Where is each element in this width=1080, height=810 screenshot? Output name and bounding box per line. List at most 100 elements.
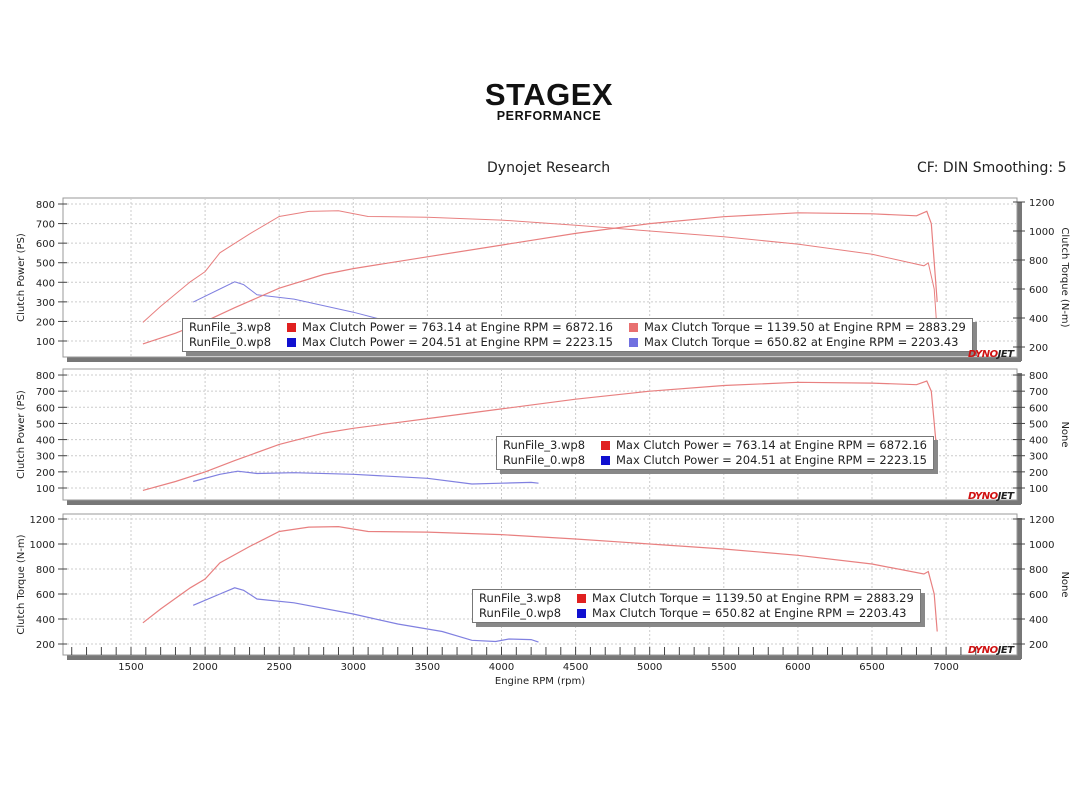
y-axis-label: Clutch Torque (N-m) — [16, 534, 27, 634]
legend-power: Max Clutch Power = 763.14 at Engine RPM … — [302, 320, 613, 334]
y-right-tick-label: 800 — [1029, 371, 1048, 382]
y-tick-label: 200 — [36, 317, 55, 328]
y-right-tick-label: 700 — [1029, 387, 1048, 398]
y-right-tick-label: 200 — [1029, 468, 1048, 479]
y-right-tick-label: 600 — [1029, 285, 1048, 296]
y-right-tick-label: 200 — [1029, 640, 1048, 651]
y-right-tick-label: 400 — [1029, 436, 1048, 447]
y-tick-label: 500 — [36, 259, 55, 270]
legend-power: Max Clutch Power = 763.14 at Engine RPM … — [616, 438, 927, 452]
y-right-axis-label: None — [1059, 421, 1070, 447]
y-tick-label: 600 — [36, 403, 55, 414]
logo-title: STAGEX — [484, 77, 614, 112]
legend-top: RunFile_3.wp8 Max Clutch Power = 763.14 a… — [182, 318, 973, 352]
y-right-tick-label: 1000 — [1029, 227, 1054, 238]
x-tick-label: 2000 — [192, 662, 217, 673]
y-right-tick-label: 800 — [1029, 565, 1048, 576]
stagex-logo: STAGEX PERFORMANCE — [479, 77, 619, 123]
x-tick-label: 7000 — [933, 662, 958, 673]
y-tick-label: 700 — [36, 220, 55, 231]
x-tick-label: 3500 — [415, 662, 440, 673]
y-right-axis-label: None — [1059, 571, 1070, 597]
y-right-tick-label: 400 — [1029, 615, 1048, 626]
y-tick-label: 100 — [36, 337, 55, 348]
legend-file: RunFile_3.wp8 — [503, 438, 586, 452]
legend-row: RunFile_3.wp8 Max Clutch Power = 763.14 a… — [189, 320, 966, 335]
y-right-tick-label: 100 — [1029, 484, 1048, 495]
legend-swatch — [628, 323, 638, 332]
plot-area — [62, 513, 1018, 656]
y-right-tick-label: 400 — [1029, 314, 1048, 325]
y-tick-label: 400 — [36, 436, 55, 447]
frame-shadow — [1017, 373, 1022, 504]
legend-swatch — [287, 323, 296, 332]
dynojet-logo: DYNOJET — [968, 645, 1014, 656]
logo-subtitle: PERFORMANCE — [496, 109, 602, 123]
y-right-tick-label: 800 — [1029, 256, 1048, 267]
x-tick-label: 3000 — [341, 662, 366, 673]
x-tick-label: 6500 — [859, 662, 884, 673]
legend-swatch — [601, 441, 610, 450]
y-right-axis-label: Clutch Torque (N-m) — [1059, 227, 1070, 327]
legend-row: RunFile_3.wp8 Max Clutch Torque = 1139.50… — [479, 591, 914, 606]
x-tick-label: 1500 — [118, 662, 143, 673]
legend-torque: Max Clutch Torque = 650.82 at Engine RPM… — [643, 335, 959, 349]
y-right-tick-label: 500 — [1029, 419, 1048, 430]
y-tick-label: 200 — [36, 640, 55, 651]
legend-swatch — [287, 338, 296, 347]
header-company: Dynojet Research — [487, 160, 611, 176]
y-tick-label: 700 — [36, 387, 55, 398]
series-run0-power — [193, 470, 539, 485]
y-axis-label: Clutch Power (PS) — [16, 390, 27, 479]
y-right-tick-label: 1000 — [1029, 540, 1054, 551]
dynojet-logo: DYNOJET — [968, 491, 1014, 502]
y-axis-label: Clutch Power (PS) — [16, 233, 27, 322]
series-run3-torque — [142, 210, 938, 333]
frame-shadow — [67, 655, 1021, 660]
legend-bottom: RunFile_3.wp8 Max Clutch Torque = 1139.50… — [472, 589, 921, 623]
legend-swatch — [601, 456, 610, 465]
y-right-tick-label: 1200 — [1029, 198, 1054, 209]
y-tick-label: 800 — [36, 371, 55, 382]
y-tick-label: 400 — [36, 278, 55, 289]
x-axis-label: Engine RPM (rpm) — [495, 676, 585, 687]
frame-shadow — [67, 357, 1021, 362]
legend-row: RunFile_3.wp8 Max Clutch Power = 763.14 a… — [503, 438, 927, 453]
y-tick-label: 800 — [36, 200, 55, 211]
legend-torque: Max Clutch Torque = 1139.50 at Engine RP… — [592, 591, 914, 605]
legend-file: RunFile_0.wp8 — [189, 335, 272, 349]
header-correction: CF: DIN Smoothing: 5 — [917, 160, 1067, 176]
series-run3-power — [142, 210, 938, 345]
y-tick-label: 500 — [36, 419, 55, 430]
y-right-tick-label: 300 — [1029, 452, 1048, 463]
series-run3-power — [142, 380, 938, 491]
y-tick-label: 400 — [36, 615, 55, 626]
y-tick-label: 300 — [36, 452, 55, 463]
y-right-tick-label: 200 — [1029, 343, 1048, 354]
y-right-tick-label: 1200 — [1029, 515, 1054, 526]
y-tick-label: 1200 — [30, 515, 55, 526]
frame-shadow — [1017, 518, 1022, 659]
legend-row: RunFile_0.wp8 Max Clutch Torque = 650.82 … — [479, 606, 914, 621]
x-tick-label: 4000 — [489, 662, 514, 673]
plot-area — [62, 368, 1018, 501]
y-right-tick-label: 600 — [1029, 590, 1048, 601]
legend-row: RunFile_0.wp8 Max Clutch Power = 204.51 a… — [189, 335, 966, 350]
y-tick-label: 1000 — [30, 540, 55, 551]
y-tick-label: 800 — [36, 565, 55, 576]
legend-middle: RunFile_3.wp8 Max Clutch Power = 763.14 a… — [496, 436, 934, 470]
y-tick-label: 300 — [36, 298, 55, 309]
x-tick-label: 6000 — [785, 662, 810, 673]
y-tick-label: 600 — [36, 239, 55, 250]
series-run0-torque — [192, 587, 539, 643]
x-tick-label: 4500 — [563, 662, 588, 673]
legend-swatch — [577, 609, 586, 618]
frame-shadow — [67, 500, 1021, 505]
y-right-tick-label: 600 — [1029, 403, 1048, 414]
legend-swatch — [628, 338, 638, 347]
series-run3-torque — [142, 525, 938, 632]
legend-file: RunFile_0.wp8 — [503, 453, 586, 467]
legend-swatch — [577, 594, 586, 603]
legend-power: Max Clutch Power = 204.51 at Engine RPM … — [302, 335, 613, 349]
